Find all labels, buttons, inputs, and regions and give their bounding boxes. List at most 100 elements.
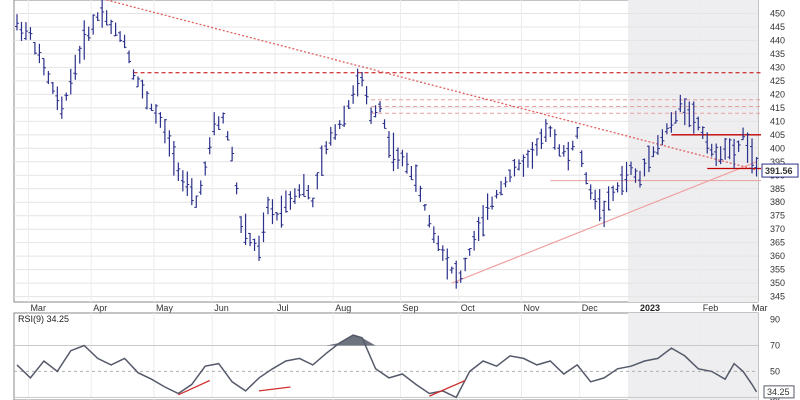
ohlc-bar	[167, 130, 172, 157]
ohlc-bar	[387, 131, 391, 158]
ohlc-bar	[109, 19, 114, 35]
ohlc-bar	[77, 45, 82, 64]
ohlc-bar	[176, 162, 181, 181]
ohlc-bar	[373, 105, 378, 118]
ohlc-bar	[301, 173, 306, 198]
ohlc-bar	[136, 76, 141, 88]
ohlc-bar	[395, 147, 400, 170]
ohlc-bar	[73, 54, 78, 80]
rsi-last-value-label: 34.25	[767, 387, 790, 397]
ohlc-bar	[324, 141, 329, 155]
ohlc-bar	[337, 120, 342, 130]
ohlc-bar	[588, 184, 593, 200]
ohlc-bar	[91, 14, 96, 35]
ohlc-bar	[283, 190, 288, 213]
rsi-overbought-oversold-fill	[17, 335, 757, 398]
ohlc-bar	[642, 158, 647, 177]
year-label: 2023	[640, 303, 660, 313]
ohlc-bar	[593, 189, 598, 210]
ohlc-bar	[212, 112, 217, 136]
ohlc-bar	[409, 165, 414, 181]
price-tick-label: 345	[770, 292, 785, 302]
ohlc-bar	[548, 125, 553, 138]
ohlc-bar	[490, 196, 495, 210]
ohlc-bar	[485, 193, 490, 220]
ohlc-bar	[194, 195, 199, 208]
ohlc-bar	[28, 27, 33, 40]
price-tick-label: 440	[770, 35, 785, 45]
ohlc-bar	[454, 260, 459, 289]
ohlc-bar	[732, 138, 737, 169]
ohlc-bar	[570, 140, 575, 151]
month-axis: Mar Apr May Jun Jul Aug Sep Oct Nov Dec 2023 Feb Mar	[30, 303, 767, 313]
ohlc-bar	[364, 86, 369, 105]
ohlc-bar	[606, 186, 611, 211]
last-price-box	[761, 163, 799, 178]
ohlc-bar	[68, 68, 73, 95]
ohlc-bar	[664, 123, 669, 135]
month-label: Jul	[277, 303, 289, 313]
rsi-tick-label: 70	[770, 340, 780, 350]
ohlc-bar	[342, 105, 347, 127]
ohlc-bar	[234, 182, 239, 195]
ytd-shading	[628, 0, 758, 302]
ohlc-bar	[23, 22, 28, 40]
last-price-badge: 391.56	[761, 163, 799, 178]
ohlc-bar	[127, 50, 132, 64]
ohlc-bar	[521, 154, 526, 177]
ohlc-bar	[288, 191, 293, 210]
rsi-divergence-line	[258, 386, 291, 392]
ohlc-bar	[41, 58, 46, 76]
price-tick-label: 370	[770, 224, 785, 234]
ohlc-bar	[741, 127, 746, 141]
price-tick-label: 360	[770, 251, 785, 261]
ohlc-bar	[59, 96, 64, 119]
rsi-last-value-box	[763, 385, 795, 399]
month-label: Nov	[523, 303, 540, 313]
ohlc-bar	[579, 150, 584, 168]
ohlc-bar	[257, 235, 262, 261]
ohlc-bar	[436, 235, 441, 252]
ohlc-bar	[718, 146, 723, 165]
price-tick-label: 395	[770, 157, 785, 167]
price-tick-label: 450	[770, 8, 785, 18]
ohlc-bar	[467, 248, 472, 256]
price-ohlc-bars	[15, 0, 759, 289]
price-tick-label: 365	[770, 238, 785, 248]
ohlc-bar	[32, 42, 37, 55]
month-label: May	[156, 303, 174, 313]
rsi-line	[16, 334, 758, 399]
ohlc-bar	[584, 172, 589, 185]
ohlc-bar	[122, 34, 127, 49]
price-tick-label: 435	[770, 49, 785, 59]
ohlc-bar	[351, 85, 356, 104]
month-label: Mar	[752, 303, 768, 313]
price-tick-label: 420	[770, 89, 785, 99]
price-tick-label: 380	[770, 197, 785, 207]
ohlc-bar	[458, 270, 463, 283]
ohlc-bar	[611, 185, 616, 201]
ohlc-bar	[95, 12, 100, 22]
ohlc-bar	[499, 180, 504, 196]
ohlc-bar	[422, 204, 427, 211]
price-tick-label: 350	[770, 278, 785, 288]
ohlc-bar	[427, 214, 432, 228]
ohlc-bar	[230, 146, 235, 162]
rsi-tick-label: 50	[770, 366, 780, 376]
price-tick-label: 405	[770, 130, 785, 140]
ohlc-bar	[360, 72, 365, 87]
price-tick-label: 415	[770, 103, 785, 113]
ohlc-bar	[216, 116, 221, 130]
ohlc-bar	[162, 118, 167, 144]
ohlc-bar	[221, 112, 226, 124]
ohlc-bar	[696, 116, 701, 131]
ohlc-bar	[86, 26, 91, 41]
ohlc-bar	[534, 138, 539, 156]
ohlc-bar	[655, 135, 660, 155]
month-label: Apr	[93, 303, 107, 313]
month-label: Mar	[30, 303, 46, 313]
ohlc-bar	[391, 132, 396, 172]
rsi-last-value-badge: 34.25	[763, 385, 795, 399]
ohlc-bar	[472, 230, 477, 251]
